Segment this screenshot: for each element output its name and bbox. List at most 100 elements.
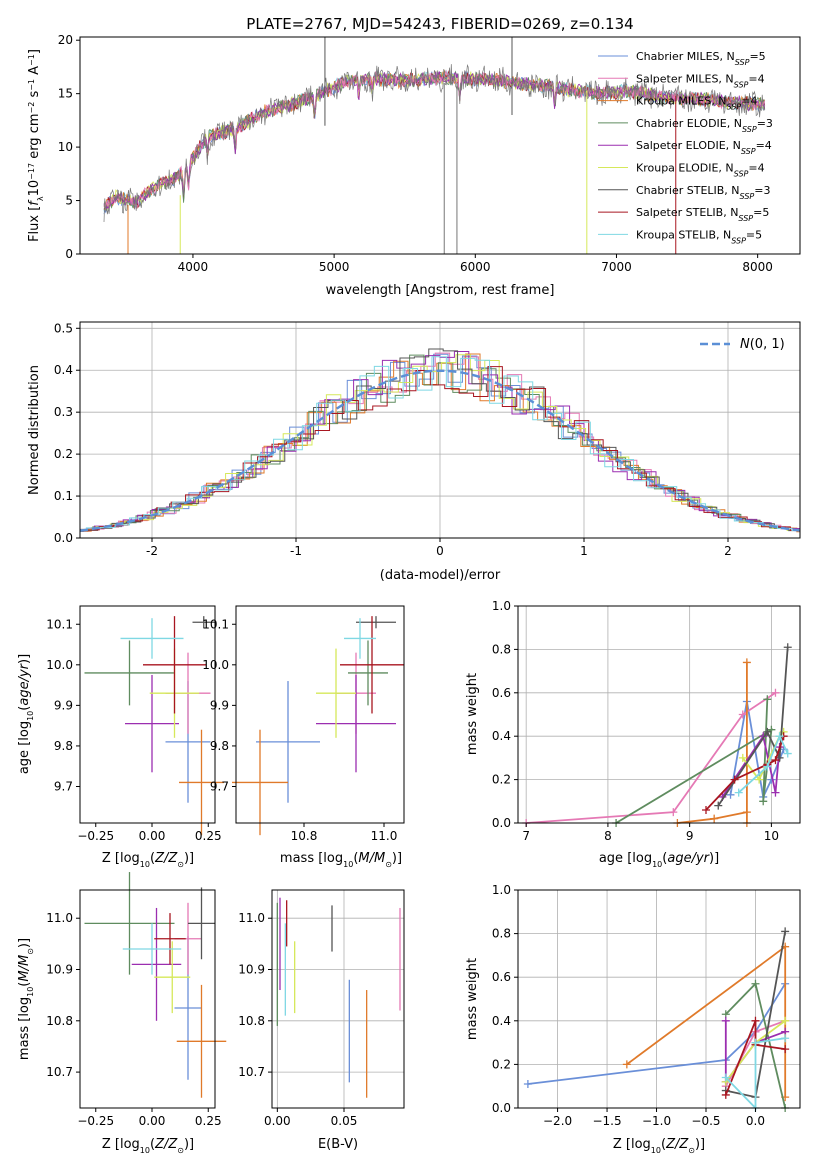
y-tick-label: 0.1: [54, 489, 73, 503]
x-tick-label: 8000: [742, 260, 773, 274]
mass-weight-line: [717, 647, 789, 807]
y-tick-label: 0.3: [54, 405, 73, 419]
legend-entry: Salpeter MILES, NSSP=4: [636, 72, 765, 89]
mass-weight-marker: [763, 695, 772, 704]
spectrum-y-label: Flux [fλ10−17 erg cm−2 s−1 A−1]: [27, 49, 45, 242]
legend-entry: Chabrier STELIB, NSSP=3: [636, 184, 770, 201]
spectrum-observed-line: [103, 64, 766, 223]
spectrum-model-line: [103, 69, 766, 210]
mass-weight-marker: [721, 1090, 730, 1099]
y-tick-label: 10.9: [238, 963, 265, 977]
mass-weight-line: [527, 983, 786, 1085]
x-tick-label: 0.0: [746, 1114, 765, 1128]
residual-histogram: [80, 353, 800, 533]
mass-weight-marker: [763, 762, 772, 771]
figure-title: PLATE=2767, MJD=54243, FIBERID=0269, z=0…: [246, 15, 633, 33]
y-tick-label: 0.2: [492, 773, 511, 787]
x-tick-label: 0: [436, 544, 444, 558]
mass-weight-marker: [763, 727, 772, 736]
legend-entry: Salpeter ELODIE, NSSP=4: [636, 139, 772, 156]
y-tick-label: 0.5: [54, 321, 73, 335]
x-tick-label: 0.00: [139, 829, 166, 843]
x-tick-label: 0.00: [264, 1114, 291, 1128]
x-tick-label: 4000: [178, 260, 209, 274]
legend-entry: Kroupa ELODIE, NSSP=4: [636, 162, 765, 179]
legend-entry: Kroupa MILES, NSSP=4: [636, 95, 757, 112]
x-tick-label: −0.5: [691, 1114, 720, 1128]
axes-frame-age_vs_mass: [235, 605, 405, 824]
mass-weight-marker: [775, 732, 784, 741]
y-tick-label: 9.8: [54, 739, 73, 753]
legend-entry: Salpeter STELIB, NSSP=5: [636, 206, 769, 223]
axes-frame-mass_weight_vs_Z: [517, 889, 801, 1109]
mass-weight-marker: [669, 808, 678, 817]
residual-histogram: [80, 366, 800, 532]
mass-weight-line: [724, 1020, 786, 1096]
legend-entry: Chabrier ELODIE, NSSP=3: [636, 117, 773, 133]
normal-reference-curve: [80, 369, 800, 532]
x-tick-label: 6000: [460, 260, 491, 274]
weight-Z-x-label: Z [log10(Z/Z⊙)]: [613, 1137, 705, 1155]
y-tick-label: 15: [58, 87, 73, 101]
mass-weight-marker: [781, 1034, 790, 1043]
y-tick-label: 0.6: [492, 686, 511, 700]
y-tick-label: 9.9: [210, 698, 229, 712]
weight-age-y-label: mass weight: [465, 673, 480, 755]
mass-weight-marker: [742, 658, 751, 667]
x-tick-label: 0.00: [139, 1114, 166, 1128]
spectrum-series-group: [103, 37, 766, 254]
legend-entry: Chabrier MILES, NSSP=5: [636, 50, 766, 67]
axes-frame-mass_vs_EBV: [271, 889, 405, 1109]
y-tick-label: 10.0: [46, 658, 73, 672]
mass-weight-marker: [721, 1016, 730, 1025]
x-tick-label: −0.25: [77, 1114, 114, 1128]
mass-weight-marker: [781, 927, 790, 936]
y-tick-label: 10.7: [46, 1065, 73, 1079]
x-tick-label: 0.05: [331, 1114, 358, 1128]
x-tick-label: 10.8: [291, 829, 318, 843]
x-tick-label: −2.0: [543, 1114, 572, 1128]
x-tick-label: 7000: [601, 260, 632, 274]
x-tick-label: 5000: [319, 260, 350, 274]
axes-frame-spectrum: [79, 36, 801, 255]
mass-weight-marker: [781, 1045, 790, 1054]
y-tick-label: 0.6: [492, 970, 511, 984]
mass-weight-marker: [781, 1016, 790, 1025]
y-tick-label: 10.7: [238, 1065, 265, 1079]
mass-weight-marker: [771, 756, 780, 765]
y-tick-label: 0: [65, 247, 73, 261]
y-tick-label: 10: [58, 140, 73, 154]
mass-weight-line: [738, 733, 789, 794]
mass-weight-marker: [767, 725, 776, 734]
x-tick-label: 9: [686, 829, 694, 843]
mass-weight-marker: [702, 805, 710, 814]
y-tick-label: 9.9: [54, 698, 73, 712]
y-tick-label: 10.1: [46, 617, 73, 631]
residuals-y-label: Normed distribution: [27, 365, 42, 495]
y-tick-label: 0.4: [492, 1014, 511, 1028]
mass-weight-line: [725, 1037, 786, 1111]
x-tick-label: 0.25: [195, 829, 222, 843]
axes-frame-mass_weight_vs_age: [517, 605, 801, 824]
mass-weight-marker: [523, 1080, 532, 1089]
ebv-x-label: E(B-V): [318, 1137, 358, 1152]
y-tick-label: 10.1: [202, 617, 229, 631]
mass-weight-line: [526, 692, 776, 824]
mass-weight-marker: [738, 753, 747, 762]
mass-weight-marker: [622, 1060, 631, 1069]
y-tick-label: 10.0: [202, 658, 229, 672]
mass-weight-marker: [759, 797, 768, 806]
hist-group: [80, 348, 800, 533]
y-tick-label: 0.0: [492, 816, 511, 830]
y-tick-label: 0.0: [492, 1101, 511, 1115]
x-tick-label: -1: [290, 544, 302, 558]
y-tick-label: 20: [58, 33, 73, 47]
y-tick-label: 10.8: [238, 1014, 265, 1028]
x-tick-label: −0.25: [77, 829, 114, 843]
y-tick-label: 9.8: [210, 739, 229, 753]
y-tick-label: 10.9: [46, 963, 73, 977]
y-tick-label: 10.8: [46, 1014, 73, 1028]
weight-Z-y-label: mass weight: [465, 958, 480, 1040]
y-tick-label: 0.2: [54, 447, 73, 461]
